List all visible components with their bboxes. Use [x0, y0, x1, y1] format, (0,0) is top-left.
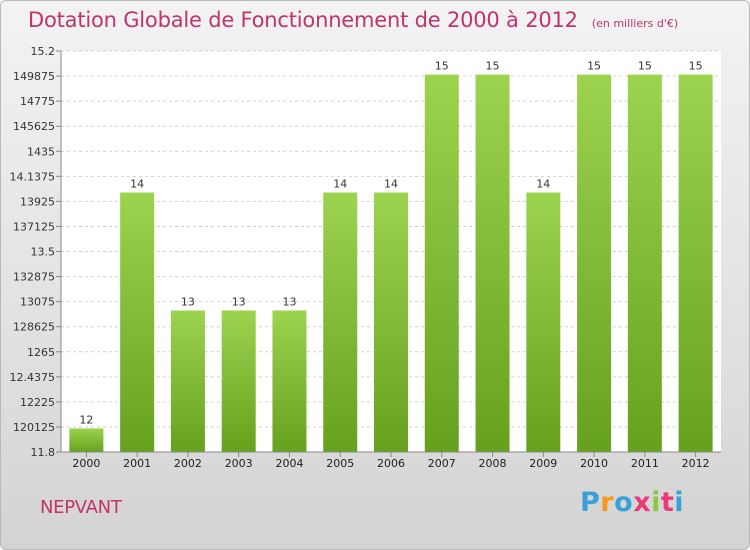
y-tick-label: 11.8	[31, 446, 56, 459]
y-tick-label: 145625	[13, 120, 55, 133]
x-tick-label: 2010	[580, 457, 608, 470]
data-label: 13	[282, 295, 296, 308]
x-tick-label: 2002	[174, 457, 202, 470]
x-tick-label: 2011	[631, 457, 659, 470]
data-label: 15	[486, 60, 500, 73]
y-tick-label: 13.5	[31, 246, 56, 259]
x-tick-label: 2001	[123, 457, 151, 470]
x-tick-label: 2005	[326, 457, 354, 470]
data-label: 14	[130, 178, 144, 191]
y-tick-label: 12225	[20, 396, 55, 409]
commune-name: NEPVANT	[40, 497, 122, 518]
chart-subtitle: (en milliers d'€)	[591, 17, 679, 30]
data-label: 15	[689, 60, 703, 73]
bar	[424, 74, 459, 453]
data-label: 14	[384, 178, 398, 191]
proxiti-logo: Proxiti	[580, 487, 684, 518]
data-label: 15	[435, 60, 449, 73]
x-tick-label: 2000	[72, 457, 100, 470]
logo-letter: t	[660, 487, 675, 518]
bar	[627, 74, 662, 453]
y-tick-label: 132875	[13, 271, 55, 284]
bars: 12 14 13 13 13 14 14 15 15 14 15 15 15	[69, 60, 713, 453]
x-tick-label: 2009	[529, 457, 557, 470]
data-label: 15	[587, 60, 601, 73]
y-tick-label: 128625	[13, 321, 55, 334]
x-axis: 2000 2001 2002 2003 2004 2005 2006 2007 2008 2009…	[61, 451, 721, 470]
bar	[272, 310, 307, 452]
data-label: 14	[536, 178, 550, 191]
y-tick-label: 15.2	[31, 45, 56, 58]
x-tick-label: 2007	[428, 457, 456, 470]
y-tick-label: 137125	[13, 220, 55, 233]
chart-title: Dotation Globale de Fonctionnement de 20…	[28, 8, 578, 32]
y-tick-label: 14.1375	[10, 170, 56, 183]
bar	[577, 74, 612, 453]
x-tick-label: 2012	[682, 457, 710, 470]
y-tick-label: 12.4375	[10, 371, 56, 384]
y-tick-label: 149875	[13, 70, 55, 83]
bar	[678, 74, 713, 453]
y-tick-label: 14775	[20, 95, 55, 108]
bar	[221, 310, 256, 452]
y-tick-label: 120125	[13, 421, 55, 434]
data-label: 12	[79, 413, 93, 426]
x-tick-label: 2003	[225, 457, 253, 470]
y-tick-label: 13075	[20, 296, 55, 309]
data-label: 13	[232, 295, 246, 308]
y-axis: 11.8 120125 12225 12.4375 1265 128625 13075 132…	[10, 45, 62, 459]
y-tick-label: 1435	[27, 145, 55, 158]
y-tick-label: 13925	[20, 195, 55, 208]
bar	[475, 74, 510, 453]
data-label: 15	[638, 60, 652, 73]
logo-letter: x	[633, 487, 652, 518]
bar	[374, 192, 408, 452]
logo-letter: P	[580, 487, 601, 518]
bar	[323, 192, 358, 452]
bar	[170, 310, 205, 452]
logo-letter: i	[651, 487, 661, 518]
logo-letter: r	[600, 487, 615, 518]
data-label: 14	[333, 178, 347, 191]
logo-letter: o	[614, 487, 634, 518]
bar	[526, 192, 561, 452]
data-label: 13	[181, 295, 195, 308]
bar	[120, 192, 155, 452]
chart-title-block: Dotation Globale de Fonctionnement de 20…	[28, 8, 678, 32]
bar	[69, 428, 104, 452]
x-tick-label: 2004	[275, 457, 303, 470]
y-tick-label: 1265	[27, 346, 55, 359]
x-tick-label: 2006	[377, 457, 405, 470]
logo-letter: i	[674, 487, 685, 518]
x-tick-label: 2008	[479, 457, 507, 470]
